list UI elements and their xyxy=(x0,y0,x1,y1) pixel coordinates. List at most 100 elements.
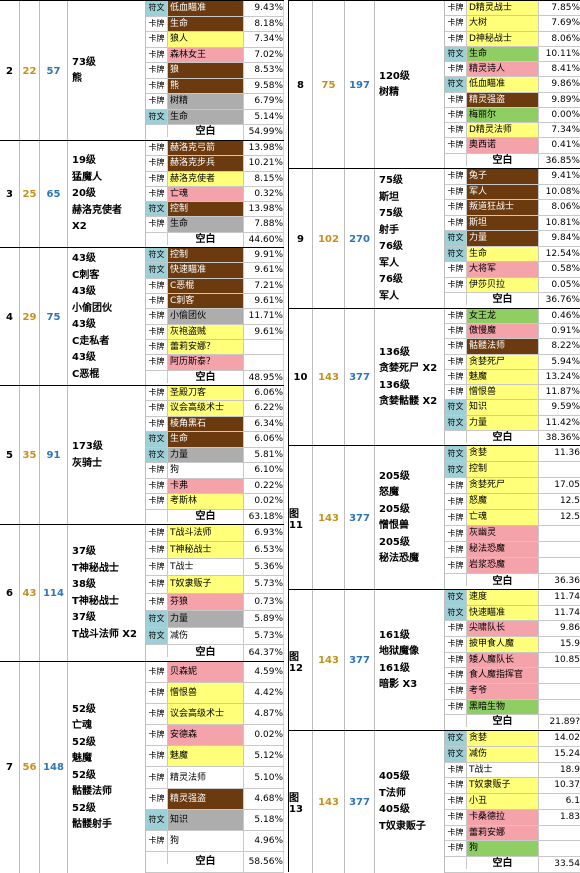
table-row[interactable]: 符文 速度 11.74 xyxy=(445,590,580,606)
table-row[interactable]: 符文 生命 6.06% xyxy=(146,432,284,448)
table-row[interactable]: 卡牌 议会高级术士 6.22% xyxy=(146,401,284,417)
table-row[interactable]: 卡牌 小丑 6.1 xyxy=(445,794,580,810)
table-row[interactable]: 卡牌 D神秘战士 8.06% xyxy=(445,31,580,47)
table-row[interactable]: 符文 快速瞄准 9.61% xyxy=(146,263,284,279)
table-row[interactable]: 卡牌 梅丽尔 0.00% xyxy=(445,107,580,124)
table-row[interactable]: 卡牌 赫洛克使者 8.15% xyxy=(146,171,284,187)
table-row[interactable]: 卡牌 大树 7.69% xyxy=(445,16,580,32)
table-row[interactable]: 卡牌 精灵强盗 9.89% xyxy=(445,92,580,108)
table-row[interactable]: 卡牌狗 4.96% xyxy=(146,830,284,852)
table-row[interactable]: 卡牌 贪婪死尸 17.05 xyxy=(445,478,580,494)
table-row[interactable]: 符文 生命 5.14% xyxy=(146,109,284,126)
table-row[interactable]: 卡牌 卡弗 0.22% xyxy=(146,478,284,495)
table-row[interactable]: 卡牌 卡桑德拉 1.83 xyxy=(445,809,580,826)
table-row[interactable]: 卡牌 傲慢魔 0.91% xyxy=(445,324,580,340)
table-row[interactable]: 卡牌 女王龙 0.46% xyxy=(445,309,580,325)
table-row[interactable]: 卡牌 T战斗法师 6.93% xyxy=(146,525,284,543)
table-row[interactable]: 符文 生命 10.11% xyxy=(445,46,580,63)
table-row[interactable]: 卡牌狼 8.53% xyxy=(146,63,284,79)
table-row[interactable]: 卡牌 憎恨兽 4.42% xyxy=(146,683,284,705)
table-row[interactable]: 卡牌 亡魂 12.5 xyxy=(445,510,580,526)
table-row[interactable]: 卡牌 岩浆恐魔 xyxy=(445,558,580,574)
table-row[interactable]: 卡牌 赫洛克弓箭 13.98% xyxy=(146,141,284,157)
table-row[interactable]: 符文 生命 12.54% xyxy=(445,246,580,263)
table-row[interactable]: 卡牌 食人魔指挥官 xyxy=(445,668,580,684)
table-row[interactable]: 符文 控制 13.98% xyxy=(146,202,284,218)
table-row[interactable]: 符文 控制 xyxy=(445,462,580,478)
table-row[interactable]: 卡牌 贪婪死尸 5.94% xyxy=(445,354,580,370)
table-row[interactable]: 卡牌 生命 8.18% xyxy=(146,16,284,33)
table-row[interactable]: 卡牌 议会高级术士 4.87% xyxy=(146,704,284,726)
table-row[interactable]: 卡牌 大将军 0.58% xyxy=(445,262,580,278)
table-row[interactable]: 卡牌 兔子 9.41% xyxy=(445,169,580,185)
table-row[interactable]: 卡牌 D精灵法师 7.34% xyxy=(445,123,580,139)
table-row[interactable]: 卡牌 贝森妮 4.59% xyxy=(146,662,284,684)
table-row[interactable]: 卡牌 赫洛克步兵 10.21% xyxy=(146,156,284,172)
table-row[interactable]: 符文 控制 9.91% xyxy=(146,248,284,264)
description-line: 161级 xyxy=(379,629,410,641)
table-row[interactable]: 卡牌 T战士 5.36% xyxy=(146,559,284,577)
table-row[interactable]: 卡牌 怒魔 12.5 xyxy=(445,494,580,510)
table-row[interactable]: 卡牌 精灵诗人 8.41% xyxy=(445,62,580,78)
table-row[interactable]: 符文 力量 9.84% xyxy=(445,231,580,247)
table-row[interactable]: 符文 快速瞄准 11.74 xyxy=(445,605,580,622)
table-row[interactable]: 卡牌 蕾莉安娜？ xyxy=(146,340,284,356)
table-row[interactable]: 卡牌 圣殿刀客 6.06% xyxy=(146,386,284,402)
table-row[interactable]: 卡牌熊 9.58% xyxy=(146,78,284,95)
blank-label: 空白 xyxy=(168,125,244,140)
item-percent: 6.22% xyxy=(254,403,283,414)
table-row[interactable]: 符文 知识 5.18% xyxy=(146,809,284,831)
table-row[interactable]: 卡牌 魅魔 5.12% xyxy=(146,746,284,768)
table-row[interactable]: 卡牌 D精灵战士 7.85% xyxy=(445,1,580,17)
table-row[interactable]: 卡牌 灰袍盗贼 9.61% xyxy=(146,324,284,340)
table-row[interactable]: 符文 低血瞄准 9.43% xyxy=(146,1,284,17)
table-row[interactable]: 卡牌狗 6.10% xyxy=(146,463,284,479)
table-row[interactable]: 卡牌 矮人魔队长 10.85 xyxy=(445,652,580,669)
table-row[interactable]: 卡牌 灰幽灵 xyxy=(445,526,580,542)
table-row[interactable]: 卡牌 T战士 18.9 xyxy=(445,762,580,779)
table-row[interactable]: 卡牌 骷髅法师 8.22% xyxy=(445,339,580,355)
table-row[interactable]: 卡牌 精灵法师 5.10% xyxy=(146,767,284,789)
table-row[interactable]: 符文 贪婪 11.36 xyxy=(445,446,580,462)
table-row[interactable]: 卡牌 精灵强盗 4.68% xyxy=(146,788,284,810)
table-row[interactable]: 卡牌 披甲食人魔 15.9 xyxy=(445,637,580,653)
table-row[interactable]: 符文 减伤 5.73% xyxy=(146,627,284,645)
table-row[interactable]: 卡牌 安德森 0.02% xyxy=(146,725,284,747)
table-row[interactable]: 符文 贪婪 14.02 xyxy=(445,731,580,747)
type-tag: 卡牌 xyxy=(445,200,467,215)
table-row[interactable]: 卡牌 憎恨兽 11.87% xyxy=(445,385,580,401)
table-row[interactable]: 符文 低血瞄准 9.86% xyxy=(445,77,580,93)
table-row[interactable]: 卡牌 狼人 7.34% xyxy=(146,32,284,48)
table-row[interactable]: 符文 力量 11.42% xyxy=(445,415,580,431)
table-row[interactable]: 卡牌 魅魔 13.24% xyxy=(445,369,580,386)
table-row[interactable]: 符文 力量 5.89% xyxy=(146,610,284,628)
table-row[interactable]: 卡牌 斯坦 10.81% xyxy=(445,215,580,232)
table-row[interactable]: 卡牌 亡魂 0.32% xyxy=(146,186,284,203)
table-row[interactable]: 卡牌 伊莎贝拉 0.05% xyxy=(445,277,580,294)
table-row[interactable]: 卡牌 叛道狂战士 8.06% xyxy=(445,200,580,216)
table-row[interactable]: 卡牌 C刺客 9.61% xyxy=(146,294,284,310)
table-row[interactable]: 卡牌 森林女王 7.02% xyxy=(146,47,284,64)
table-row[interactable]: 卡牌 秘法恐魔 xyxy=(445,542,580,558)
table-row[interactable]: 卡牌 蕾莉安娜 xyxy=(445,825,580,842)
table-row[interactable]: 卡牌 黑暗生物 xyxy=(445,699,580,716)
table-row[interactable]: 卡牌 阿历斯泰？ xyxy=(146,355,284,371)
table-row[interactable]: 卡牌 尖啸队长 9.86 xyxy=(445,621,580,637)
table-row[interactable]: 卡牌 T奴隶贩子 5.73% xyxy=(146,576,284,594)
table-row[interactable]: 卡牌 考斯林 0.02% xyxy=(146,494,284,510)
table-row[interactable]: 卡牌 小偷团伙 11.71% xyxy=(146,309,284,325)
table-row[interactable]: 符文 减伤 15.24 xyxy=(445,746,580,763)
table-row[interactable]: 卡牌 树精 6.79% xyxy=(146,94,284,110)
table-row[interactable]: 卡牌 考爷 xyxy=(445,684,580,700)
table-row[interactable]: 卡牌 芬狼 0.73% xyxy=(146,593,284,611)
table-row[interactable]: 卡牌 T神秘战士 6.53% xyxy=(146,542,284,560)
table-row[interactable]: 符文 知识 9.59% xyxy=(445,400,580,416)
table-row[interactable]: 卡牌 C恶棍 7.21% xyxy=(146,278,284,294)
table-row[interactable]: 符文 力量 5.81% xyxy=(146,447,284,464)
table-row[interactable]: 卡牌 奥西诺 0.41% xyxy=(445,138,580,154)
table-row[interactable]: 卡牌 军人 10.08% xyxy=(445,184,580,201)
table-row[interactable]: 卡牌 T奴隶贩子 10.37 xyxy=(445,778,580,795)
table-row[interactable]: 卡牌 棱角黑石 6.34% xyxy=(146,416,284,433)
table-row[interactable]: 卡牌 生命 7.88% xyxy=(146,217,284,233)
table-row[interactable]: 卡牌狗 xyxy=(445,841,580,858)
